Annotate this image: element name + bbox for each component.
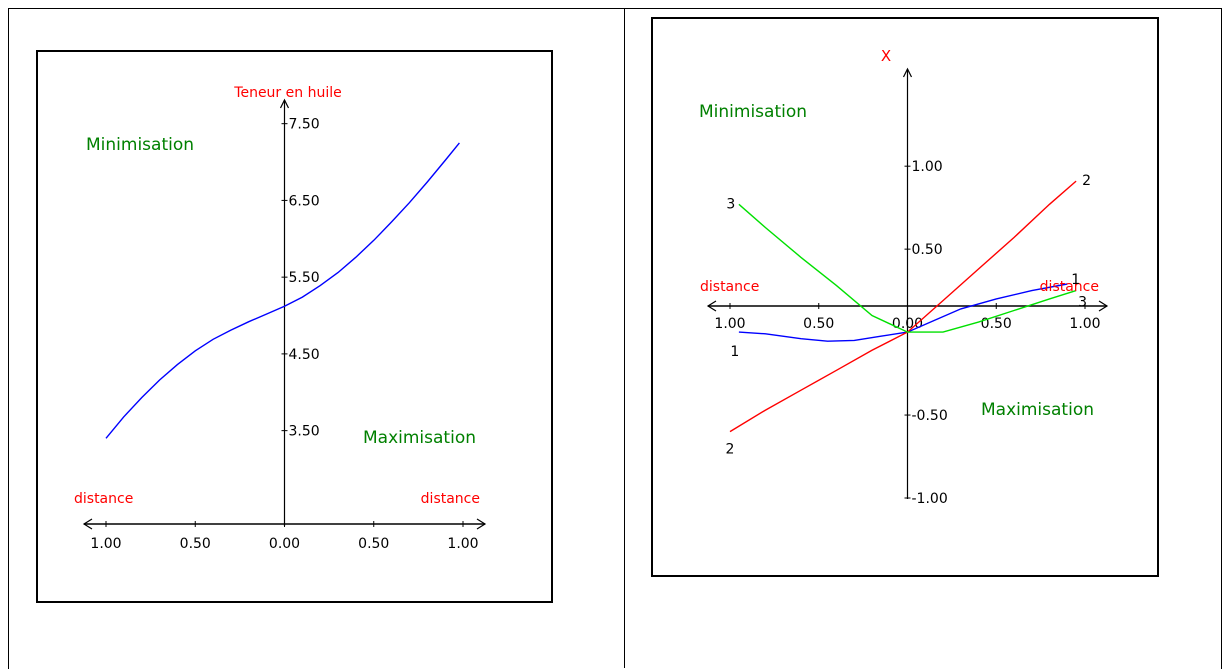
x-tick-label: 1.00 xyxy=(447,536,478,552)
region-label-minimisation: Minimisation xyxy=(86,135,194,155)
y-tick-label: 7.50 xyxy=(289,117,320,133)
y-axis-label: Teneur en huile xyxy=(233,85,341,101)
y-tick-label: -0.50 xyxy=(912,408,948,424)
x-tick-label: 1.00 xyxy=(714,316,745,332)
series-end-label: 3 xyxy=(726,196,735,212)
y-tick-label: 5.50 xyxy=(289,270,320,286)
region-label-minimisation: Minimisation xyxy=(699,102,807,122)
region-label-maximisation: Maximisation xyxy=(363,428,476,448)
chart-panel-left: 1.00 0.50 0.00 0.50 1.00 3.50 4.50 5.50 6.50 7.50… xyxy=(36,50,553,603)
series-end-label: 1 xyxy=(730,344,739,360)
series-line xyxy=(738,283,1068,342)
x-tick-label: 0.50 xyxy=(981,316,1012,332)
y-tick-label: 6.50 xyxy=(289,193,320,209)
chart-right: 1.00 0.50 0.00 0.50 1.00 -1.00 -0.50 0.50 1.00 Xd… xyxy=(699,47,1109,507)
x-tick-label: 0.50 xyxy=(358,536,389,552)
x-tick-label: 0.50 xyxy=(803,316,834,332)
x-axis-arrow-right xyxy=(1098,300,1109,312)
x-tick-label: 0.00 xyxy=(892,316,923,332)
x-axis-label-left: distance xyxy=(700,279,759,295)
series-end-label: 2 xyxy=(1082,173,1091,189)
series-line xyxy=(738,203,1077,333)
y-axis-label: X xyxy=(881,47,891,65)
table-frame xyxy=(8,8,1222,669)
x-axis-arrow-left xyxy=(82,518,93,530)
series-end-label: 1 xyxy=(1071,272,1080,288)
y-tick-label: 1.00 xyxy=(912,159,943,175)
y-tick-label: 0.50 xyxy=(912,242,943,258)
x-tick-label: 0.50 xyxy=(180,536,211,552)
x-axis-label-right: distance xyxy=(421,491,480,507)
table-divider xyxy=(624,8,625,668)
x-axis-label-right: distance xyxy=(1040,279,1099,295)
x-tick-label: 0.00 xyxy=(269,536,300,552)
y-tick-label: 3.50 xyxy=(289,424,320,440)
y-axis-arrow xyxy=(902,67,913,78)
series-line xyxy=(105,142,460,439)
x-axis-arrow-left xyxy=(706,300,717,312)
series-end-label: 3 xyxy=(1078,295,1087,311)
y-axis-arrow xyxy=(279,98,290,109)
y-tick-label: -1.00 xyxy=(912,491,948,507)
x-axis-arrow-right xyxy=(476,518,487,530)
y-tick-label: 4.50 xyxy=(289,347,320,363)
x-tick-label: 1.00 xyxy=(90,536,121,552)
region-label-maximisation: Maximisation xyxy=(981,400,1094,420)
series-end-label: 2 xyxy=(726,442,735,458)
x-axis-label-left: distance xyxy=(74,491,133,507)
x-tick-label: 1.00 xyxy=(1069,316,1100,332)
chart-left: 1.00 0.50 0.00 0.50 1.00 3.50 4.50 5.50 6.50 7.50… xyxy=(74,85,487,552)
